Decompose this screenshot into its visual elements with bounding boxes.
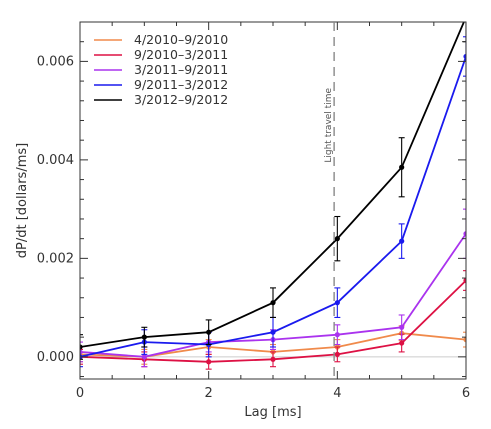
y-tick-label: 0.002	[37, 251, 74, 266]
data-point	[270, 329, 276, 335]
data-point	[463, 337, 466, 343]
legend-label: 4/2010–9/2010	[134, 32, 228, 47]
data-point	[141, 354, 147, 360]
plot-area	[80, 14, 468, 370]
legend-label: 3/2012–9/2012	[134, 92, 228, 107]
annotations: Light travel time	[324, 22, 335, 379]
data-point	[270, 356, 276, 362]
series-5	[80, 14, 468, 360]
x-tick-label: 2	[205, 386, 213, 401]
legend-label: 9/2011–3/2012	[134, 77, 228, 92]
y-tick-label: 0.006	[37, 54, 74, 69]
y-tick-label: 0.004	[37, 153, 74, 168]
legend-label: 3/2011–9/2011	[134, 62, 228, 77]
x-axis-title: Lag [ms]	[244, 405, 301, 420]
data-point	[141, 334, 147, 340]
x-tick-label: 0	[76, 386, 84, 401]
data-point	[334, 300, 340, 306]
data-point	[80, 344, 83, 350]
y-axis-title: dP/dt [dollars/ms]	[15, 143, 30, 258]
x-tick-label: 6	[462, 386, 470, 401]
x-tick-label: 4	[333, 386, 341, 401]
axes: 0 2 4 6 0.000 0.002 0.004 0.006	[37, 21, 470, 401]
data-point	[399, 164, 405, 170]
data-point	[80, 349, 83, 355]
data-point	[334, 351, 340, 357]
data-point	[334, 236, 340, 242]
legend: 4/2010–9/20109/2010–3/20113/2011–9/20119…	[94, 32, 228, 107]
annotation-label: Light travel time	[324, 88, 334, 163]
data-point	[463, 277, 466, 284]
data-point	[270, 300, 276, 306]
legend-label: 9/2010–3/2011	[134, 47, 228, 62]
data-point	[399, 324, 405, 330]
data-point	[206, 329, 212, 335]
data-point	[206, 359, 212, 365]
data-point	[399, 238, 405, 244]
data-point	[334, 332, 340, 338]
data-point	[463, 53, 466, 60]
data-point	[463, 231, 466, 237]
y-tick-label: 0.000	[37, 350, 74, 365]
data-point	[399, 340, 405, 346]
data-point	[463, 14, 468, 19]
